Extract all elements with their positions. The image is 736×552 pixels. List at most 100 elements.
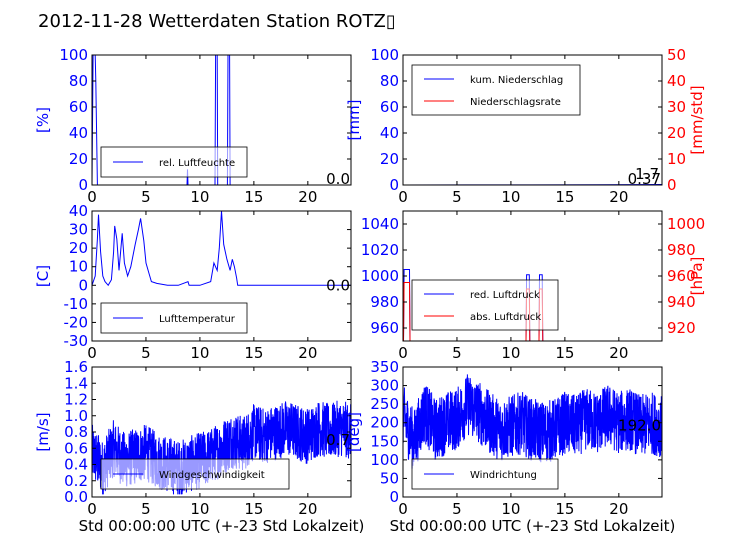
y-right-tick-label: 30 [667, 98, 686, 116]
y-tick-label: 80 [380, 72, 399, 90]
y-tick-label: 1.6 [64, 358, 88, 376]
y-tick-label: 20 [69, 150, 88, 168]
x-tick-label: 5 [452, 344, 462, 362]
y-tick-label: 960 [370, 319, 399, 337]
x-tick-label: 0 [398, 188, 408, 206]
y-right-tick-label: 1000 [667, 215, 705, 233]
figure-title: 2012-11-28 Wetterdaten Station ROTZ▯ [38, 11, 396, 32]
y-tick-label: 60 [380, 98, 399, 116]
x-tick-label: 20 [609, 188, 628, 206]
x-tick-label: 0 [87, 188, 97, 206]
y-tick-label: 1000 [361, 267, 399, 285]
x-tick-label: 15 [555, 188, 574, 206]
x-tick-label: 0 [87, 344, 97, 362]
legend-entry: Windrichtung [470, 470, 537, 481]
x-tick-label: 5 [141, 188, 151, 206]
y-tick-label: 300 [370, 377, 399, 395]
y-tick-label: 1020 [361, 241, 399, 259]
legend-entry: kum. Niederschlag [470, 75, 563, 86]
y-tick-label: 20 [69, 239, 88, 257]
y-tick-label: 100 [370, 46, 399, 64]
panel-humidity: 0 5 10 15 20 0 20 40 60 80 100 [%] 0.0 rel. Luftfeuch… [34, 46, 352, 206]
y-axis-label: [mm] [345, 100, 363, 141]
y-axis-label: [C] [34, 265, 52, 287]
x-tick-label: 20 [609, 344, 628, 362]
y-axis-label: [%] [34, 107, 52, 133]
x-tick-label: 10 [501, 344, 520, 362]
x-tick-label: 15 [244, 344, 263, 362]
x-tick-label: 10 [501, 188, 520, 206]
legend-entry: Lufttemperatur [159, 314, 236, 325]
legend-box [411, 64, 581, 116]
y-tick-label: 50 [380, 469, 399, 487]
y-right-axis-label: [mm/std] [688, 85, 706, 154]
y-tick-label: 0.6 [64, 439, 88, 457]
series-line-windrichtung [403, 374, 662, 469]
series-line-lufttemperatur [92, 211, 351, 287]
y-tick-label: 0.4 [64, 456, 88, 474]
x-tick-label: 5 [141, 500, 151, 518]
panel-precip: 0 5 10 15 20 0 20 40 60 80 100 0 10 20 30 40 50 [mm] [mm/s… [345, 46, 706, 206]
y-tick-label: 1.2 [64, 391, 88, 409]
axes-frame [91, 210, 352, 342]
y-right-tick-label: 0 [667, 176, 677, 194]
y-tick-label: 20 [380, 150, 399, 168]
y-tick-label: -30 [64, 332, 89, 350]
legend-entry: red. Luftdruck [470, 290, 540, 301]
x-axis-label: Std 00:00:00 UTC (+-23 Std Lokalzeit) [79, 517, 365, 535]
y-tick-label: 1040 [361, 215, 399, 233]
current-value: 0.0 [326, 276, 350, 294]
y-tick-label: 1.4 [64, 374, 88, 392]
axes-frame [402, 54, 663, 186]
x-tick-label: 5 [141, 344, 151, 362]
y-tick-label: 100 [59, 46, 88, 64]
y-tick-label: 250 [370, 395, 399, 413]
x-tick-label: 0 [87, 500, 97, 518]
y-tick-label: 0.8 [64, 423, 88, 441]
y-tick-label: 0 [389, 488, 399, 506]
x-tick-label: 20 [298, 500, 317, 518]
x-tick-label: 10 [501, 500, 520, 518]
y-right-tick-label: 20 [667, 124, 686, 142]
x-tick-label: 20 [298, 188, 317, 206]
y-axis-label: [deg] [345, 412, 363, 452]
series-line-red-luftdruck [403, 269, 662, 341]
y-tick-label: 10 [69, 258, 88, 276]
y-tick-label: 60 [69, 98, 88, 116]
x-tick-label: 20 [298, 344, 317, 362]
x-tick-label: 15 [244, 500, 263, 518]
legend-box [411, 458, 559, 490]
axes-frame [91, 54, 352, 186]
x-tick-label: 15 [244, 188, 263, 206]
y-tick-label: 100 [370, 451, 399, 469]
x-tick-label: 0 [398, 344, 408, 362]
y-tick-label: 200 [370, 414, 399, 432]
y-tick-label: 350 [370, 358, 399, 376]
y-tick-label: 40 [69, 202, 88, 220]
y-tick-label: 0.2 [64, 472, 88, 490]
x-tick-label: 10 [190, 344, 209, 362]
y-tick-label: 30 [69, 221, 88, 239]
x-tick-label: 15 [555, 500, 574, 518]
y-right-tick-label: 40 [667, 72, 686, 90]
current-value: 192.0 [618, 417, 661, 435]
panel-pressure: 0 5 10 15 20 960 980 1000 1020 1040 920 940 960 980 10… [361, 210, 706, 362]
y-tick-label: 40 [69, 124, 88, 142]
y-tick-label: 1.0 [64, 407, 88, 425]
y-right-tick-label: 940 [667, 293, 696, 311]
y-tick-label: 80 [69, 72, 88, 90]
y-axis-label: [m/s] [34, 412, 52, 451]
y-tick-label: -20 [64, 313, 89, 331]
y-tick-label: -10 [64, 295, 89, 313]
y-right-tick-label: 10 [667, 150, 686, 168]
x-axis-label: Std 00:00:00 UTC (+-23 Std Lokalzeit) [390, 517, 676, 535]
x-tick-label: 10 [190, 500, 209, 518]
legend-box [411, 279, 559, 331]
plot-area [403, 374, 662, 469]
plot-area [92, 211, 351, 287]
legend-entry: Niederschlagsrate [470, 97, 561, 108]
y-tick-label: 0 [78, 276, 88, 294]
